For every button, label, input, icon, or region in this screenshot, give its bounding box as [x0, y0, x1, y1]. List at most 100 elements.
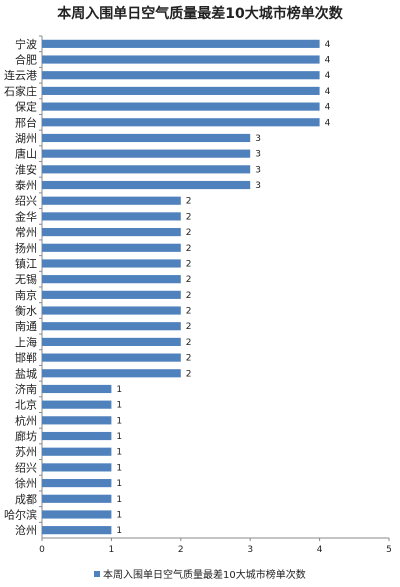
category-label: 常州 [15, 226, 37, 239]
category-label: 连云港 [4, 69, 37, 82]
x-tick-label: 1 [109, 545, 115, 555]
category-label: 哈尔滨 [4, 507, 37, 521]
data-label: 1 [116, 448, 122, 458]
category-label: 徐州 [15, 476, 37, 490]
bar [42, 353, 181, 362]
bar [42, 337, 181, 346]
x-tick-label: 3 [247, 545, 253, 555]
data-label: 4 [325, 40, 331, 50]
data-label: 1 [116, 385, 122, 395]
legend-swatch [94, 571, 100, 577]
data-label: 2 [186, 197, 192, 207]
category-label: 苏州 [15, 446, 37, 459]
category-label: 宁波 [15, 37, 37, 51]
bar [42, 102, 320, 111]
data-label: 1 [116, 479, 122, 489]
bar [42, 118, 320, 127]
category-label: 扬州 [15, 241, 37, 255]
data-label: 2 [186, 307, 192, 317]
category-label: 廊坊 [15, 429, 37, 443]
category-label: 泰州 [15, 178, 37, 192]
data-label: 1 [116, 401, 122, 411]
category-label: 杭州 [15, 413, 37, 427]
bar [42, 479, 112, 488]
category-label: 金华 [15, 209, 37, 223]
bar [42, 196, 181, 205]
data-label: 2 [186, 291, 192, 301]
category-label: 湖州 [15, 132, 37, 145]
category-label: 合肥 [15, 53, 37, 67]
category-label: 镇江 [15, 256, 37, 270]
data-label: 2 [186, 369, 192, 379]
x-tick-label: 5 [386, 545, 392, 555]
x-tick-label: 2 [178, 545, 184, 555]
bar [42, 463, 112, 472]
category-label: 南京 [15, 288, 37, 302]
data-label: 2 [186, 275, 192, 285]
data-label: 2 [186, 322, 192, 332]
legend-label: 本周入围单日空气质量最差10大城市榜单次数 [103, 568, 306, 581]
bar [42, 149, 251, 158]
bar [42, 494, 112, 503]
category-label: 盐城 [15, 367, 37, 380]
data-label: 1 [116, 526, 122, 536]
data-label: 3 [255, 150, 261, 160]
data-label: 4 [325, 56, 331, 66]
data-label: 2 [186, 244, 192, 254]
x-tick-label: 4 [317, 545, 323, 555]
category-label: 唐山 [15, 147, 37, 161]
bar [42, 243, 181, 252]
bar [42, 275, 181, 284]
data-label: 4 [325, 103, 331, 113]
data-label: 4 [325, 71, 331, 81]
bar [42, 322, 181, 331]
category-label: 无锡 [15, 272, 37, 286]
chart-title: 本周入围单日空气质量最差10大城市榜单次数 [57, 5, 343, 22]
data-label: 2 [186, 338, 192, 348]
category-label: 绍兴 [15, 460, 37, 474]
category-label: 济南 [15, 382, 37, 396]
category-label: 石家庄 [4, 84, 37, 98]
data-label: 1 [116, 416, 122, 426]
bar [42, 510, 112, 519]
data-label: 4 [325, 87, 331, 97]
data-label: 2 [186, 212, 192, 222]
data-label: 3 [255, 165, 261, 175]
category-label: 沧州 [15, 523, 37, 537]
bar [42, 369, 181, 378]
category-label: 绍兴 [15, 194, 37, 208]
bar [42, 306, 181, 315]
x-tick-label: 0 [39, 545, 45, 555]
data-label: 1 [116, 463, 122, 473]
bar [42, 55, 320, 64]
bar [42, 165, 251, 174]
bar [42, 290, 181, 299]
bar [42, 228, 181, 237]
legend: 本周入围单日空气质量最差10大城市榜单次数 [94, 568, 306, 581]
bar [42, 431, 112, 441]
bar [42, 447, 112, 456]
data-label: 3 [255, 181, 261, 191]
category-label: 邯郸 [15, 351, 37, 365]
bar [42, 39, 320, 48]
data-label: 1 [116, 432, 122, 442]
category-label: 成都 [15, 493, 37, 506]
category-label: 淮安 [15, 162, 37, 176]
bar [42, 133, 251, 143]
category-label: 邢台 [15, 115, 37, 129]
data-label: 2 [186, 354, 192, 364]
data-label: 2 [186, 259, 192, 269]
category-label: 保定 [15, 100, 37, 114]
data-label: 4 [325, 118, 331, 128]
bar [42, 212, 181, 221]
bar [42, 71, 320, 80]
data-label: 1 [116, 510, 122, 520]
data-label: 1 [116, 495, 122, 505]
data-label: 2 [186, 228, 192, 238]
bar [42, 259, 181, 268]
category-label: 北京 [15, 398, 37, 412]
data-label: 3 [255, 134, 261, 144]
category-label: 南通 [15, 320, 37, 333]
bar [42, 400, 112, 409]
